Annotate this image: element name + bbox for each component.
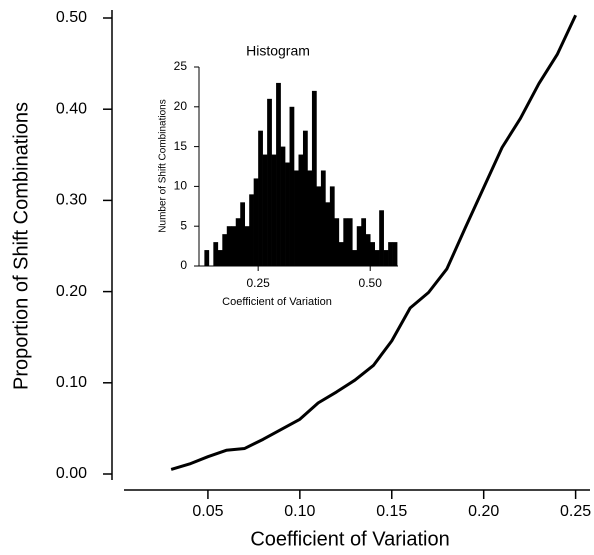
- histogram-bar: [231, 226, 237, 266]
- x-tick-label: 0.20: [468, 503, 499, 520]
- inset-y-label: Number of Shift Combinations: [158, 99, 169, 232]
- histogram-bar: [311, 90, 317, 266]
- histogram-bar: [365, 234, 371, 266]
- y-tick-label: 0.50: [56, 9, 87, 26]
- histogram-bar: [240, 202, 246, 266]
- histogram-bar: [370, 242, 375, 266]
- y-axis-label: Proportion of Shift Combinations: [10, 102, 32, 390]
- data-line: [170, 14, 577, 471]
- x-axis-label: Coefficient of Variation: [250, 528, 449, 550]
- histogram-bar: [352, 250, 358, 266]
- y-tick-label: 20: [174, 99, 188, 113]
- histogram-bar: [280, 146, 286, 266]
- y-tick-label: 0: [180, 258, 187, 272]
- histogram-bar: [298, 154, 304, 266]
- histogram-bar: [388, 242, 393, 266]
- histogram-bar: [249, 194, 254, 266]
- histogram-bar: [320, 170, 326, 266]
- x-tick-label: 0.15: [376, 503, 407, 520]
- x-tick-label: 0.25: [560, 503, 591, 520]
- histogram-bar: [285, 162, 290, 266]
- histogram-bar: [325, 202, 331, 266]
- y-tick-label: 15: [174, 139, 188, 153]
- y-tick-label: 5: [180, 218, 187, 232]
- y-tick-label: 0.00: [56, 465, 87, 482]
- histogram-bar: [204, 250, 210, 266]
- inset-x-label: Coefficient of Variation: [222, 296, 332, 308]
- x-tick-label: 0.10: [284, 503, 315, 520]
- histogram-bar: [334, 218, 340, 266]
- histogram-bar: [276, 82, 281, 266]
- histogram-bar: [307, 170, 313, 266]
- histogram-bar: [271, 154, 277, 266]
- histogram-bar: [222, 234, 228, 266]
- histogram-bar: [392, 242, 398, 266]
- histogram-bar: [267, 98, 272, 266]
- inset-title: Histogram: [246, 43, 310, 59]
- y-tick-label: 10: [174, 179, 188, 193]
- y-tick-label: 0.20: [56, 283, 87, 300]
- histogram-bar: [235, 218, 241, 266]
- histogram-bar: [383, 250, 389, 266]
- y-tick-label: 0.10: [56, 374, 87, 391]
- x-tick-label: 0.50: [359, 276, 383, 290]
- histogram-bar: [289, 106, 295, 266]
- histogram-bar: [258, 130, 263, 266]
- histogram-bar: [356, 226, 362, 266]
- histogram-bar: [338, 242, 344, 266]
- histogram-bar: [294, 170, 299, 266]
- histogram-bar: [262, 154, 268, 266]
- histogram-bar: [217, 250, 223, 266]
- histogram-bar: [347, 218, 353, 266]
- x-tick-label: 0.05: [192, 503, 223, 520]
- histogram-bar: [244, 226, 250, 266]
- histogram-bar: [316, 186, 322, 266]
- y-tick-label: 25: [174, 59, 188, 73]
- x-tick-label: 0.25: [246, 276, 270, 290]
- histogram-bar: [374, 250, 380, 266]
- y-tick-label: 0.40: [56, 100, 87, 117]
- histogram-bar: [343, 218, 349, 266]
- histogram-bar: [379, 210, 384, 266]
- histogram-bar: [226, 226, 232, 266]
- histogram-bar: [361, 218, 367, 266]
- histogram-bar: [253, 178, 259, 266]
- y-tick-label: 0.30: [56, 192, 87, 209]
- histogram-bar: [302, 130, 308, 266]
- histogram-bar: [213, 242, 219, 266]
- histogram-bar: [329, 186, 335, 266]
